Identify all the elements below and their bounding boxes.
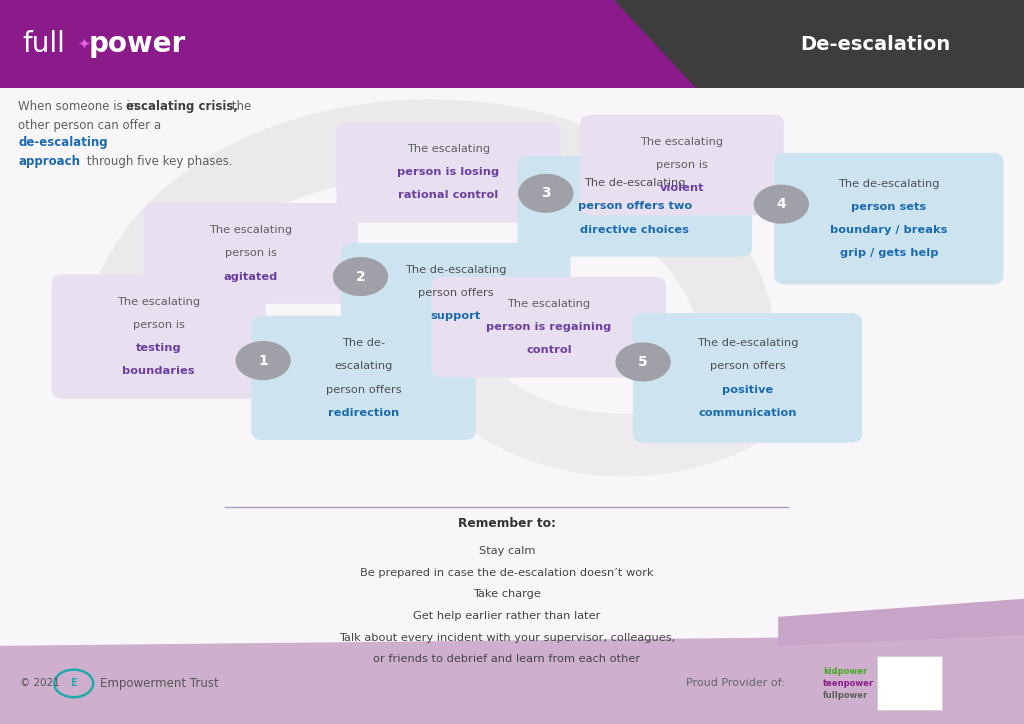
Polygon shape — [778, 599, 1024, 646]
Text: the: the — [228, 100, 252, 113]
Text: escalating: escalating — [334, 361, 393, 371]
Text: person is losing: person is losing — [397, 167, 500, 177]
Text: Get help earlier rather than later: Get help earlier rather than later — [414, 611, 600, 621]
Text: person is regaining: person is regaining — [486, 322, 611, 332]
Text: ✦: ✦ — [78, 37, 90, 51]
Text: person offers two: person offers two — [578, 201, 692, 211]
Text: approach: approach — [18, 155, 81, 168]
Polygon shape — [0, 635, 1024, 724]
Circle shape — [754, 185, 809, 224]
Text: person is: person is — [133, 320, 184, 330]
FancyBboxPatch shape — [143, 203, 358, 304]
Text: © 2021: © 2021 — [20, 678, 60, 689]
Text: redirection: redirection — [328, 408, 399, 418]
Text: 3: 3 — [541, 186, 551, 201]
Text: 4: 4 — [776, 197, 786, 211]
Text: When someone is in: When someone is in — [18, 100, 141, 113]
Text: The escalating: The escalating — [209, 225, 293, 235]
Text: The de-escalating: The de-escalating — [696, 338, 799, 348]
Text: The de-escalating: The de-escalating — [838, 179, 940, 189]
Text: 1: 1 — [258, 353, 268, 368]
FancyBboxPatch shape — [432, 277, 667, 378]
Text: teenpower: teenpower — [823, 679, 874, 688]
Text: The escalating: The escalating — [117, 297, 201, 307]
Text: Empowerment Trust: Empowerment Trust — [100, 677, 219, 690]
Text: De-escalation: De-escalation — [801, 35, 950, 54]
FancyBboxPatch shape — [251, 316, 475, 440]
Text: control: control — [526, 345, 571, 355]
Text: Take charge: Take charge — [473, 589, 541, 599]
Circle shape — [615, 342, 671, 382]
Text: person is: person is — [225, 248, 276, 258]
Text: person is: person is — [656, 160, 708, 170]
Text: other person can offer a: other person can offer a — [18, 119, 165, 132]
Text: The escalating: The escalating — [407, 144, 490, 154]
Text: directive choices: directive choices — [581, 224, 689, 235]
Text: E: E — [71, 678, 77, 689]
Text: Talk about every incident with your supervisor, colleagues,: Talk about every incident with your supe… — [339, 633, 675, 643]
Text: escalating crisis,: escalating crisis, — [126, 100, 238, 113]
Text: person offers: person offers — [710, 361, 785, 371]
Text: de-escalating: de-escalating — [18, 136, 109, 149]
Text: power: power — [89, 30, 186, 58]
Text: Be prepared in case the de-escalation doesn’t work: Be prepared in case the de-escalation do… — [360, 568, 653, 578]
FancyBboxPatch shape — [580, 115, 784, 216]
Text: through five key phases.: through five key phases. — [83, 155, 232, 168]
Text: The de-escalating: The de-escalating — [584, 178, 686, 188]
FancyBboxPatch shape — [336, 122, 561, 223]
Text: grip / gets help: grip / gets help — [840, 248, 938, 258]
Text: person sets: person sets — [851, 202, 927, 212]
Text: 2: 2 — [355, 269, 366, 284]
FancyBboxPatch shape — [633, 313, 862, 443]
Text: The de-escalating: The de-escalating — [404, 265, 507, 275]
Text: Proud Provider of:: Proud Provider of: — [686, 678, 785, 689]
Text: positive: positive — [722, 384, 773, 395]
Text: The escalating: The escalating — [507, 299, 591, 309]
Text: fullpower: fullpower — [823, 691, 868, 699]
Text: person offers: person offers — [418, 288, 494, 298]
Polygon shape — [614, 0, 1024, 88]
Text: agitated: agitated — [224, 272, 278, 282]
FancyBboxPatch shape — [517, 156, 752, 257]
FancyBboxPatch shape — [0, 0, 1024, 88]
Text: kidpower: kidpower — [823, 668, 867, 676]
FancyBboxPatch shape — [877, 656, 942, 710]
Circle shape — [518, 174, 573, 213]
Text: person offers: person offers — [326, 384, 401, 395]
Text: communication: communication — [698, 408, 797, 418]
Text: 5: 5 — [638, 355, 648, 369]
Text: violent: violent — [659, 183, 705, 193]
Text: The de-: The de- — [342, 338, 385, 348]
FancyBboxPatch shape — [51, 274, 266, 399]
Text: support: support — [430, 311, 481, 321]
Circle shape — [236, 341, 291, 380]
Text: full: full — [23, 30, 66, 58]
Text: or friends to debrief and learn from each other: or friends to debrief and learn from eac… — [374, 654, 640, 665]
Text: The escalating: The escalating — [640, 137, 724, 147]
Text: boundaries: boundaries — [123, 366, 195, 376]
Text: Remember to:: Remember to: — [458, 517, 556, 530]
FancyBboxPatch shape — [341, 243, 570, 344]
FancyBboxPatch shape — [774, 153, 1004, 285]
Text: Stay calm: Stay calm — [478, 546, 536, 556]
Text: boundary / breaks: boundary / breaks — [830, 225, 947, 235]
Text: rational control: rational control — [398, 190, 499, 201]
Circle shape — [333, 257, 388, 296]
Text: testing: testing — [136, 343, 181, 353]
